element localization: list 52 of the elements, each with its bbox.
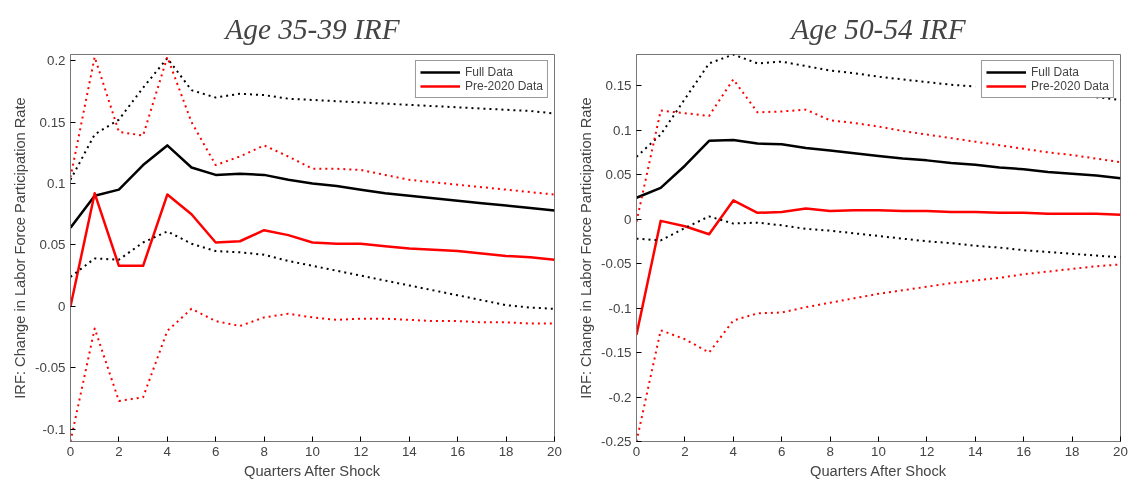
y-tick-label: -0.05	[35, 360, 66, 376]
x-tick-label: 2	[115, 443, 123, 459]
x-axis-title: Quarters After Shock	[244, 462, 381, 479]
line-series	[70, 230, 555, 310]
x-axis-title: Quarters After Shock	[810, 462, 947, 479]
x-tick-label: 4	[729, 443, 738, 459]
y-tick-label: -0.15	[601, 345, 632, 361]
x-tick-label: 6	[211, 443, 220, 459]
y-tick-label: -0.25	[601, 434, 632, 449]
y-tick-label: 0.15	[39, 114, 66, 130]
y-tick-label: -0.1	[42, 421, 66, 437]
y-tick-label: 0	[624, 211, 632, 227]
x-tick-label: 18	[1064, 443, 1080, 459]
x-tick-label: 6	[777, 443, 786, 459]
legend-label: Full Data	[464, 65, 513, 79]
y-tick-label: 0.15	[605, 78, 632, 94]
x-tick-label: 16	[450, 443, 466, 459]
legend-label: Full Data	[1030, 65, 1079, 79]
y-tick-label: 0.1	[612, 122, 632, 138]
y-tick-label: 0.05	[605, 167, 632, 183]
x-tick-label: 2	[681, 443, 689, 459]
y-tick-label: 0.2	[46, 53, 66, 69]
x-tick-label: 8	[260, 443, 268, 459]
line-series	[70, 192, 555, 308]
y-tick-label: 0.05	[39, 237, 66, 253]
line-series	[636, 78, 1121, 223]
y-tick-label: -0.2	[608, 389, 632, 405]
x-tick-label: 12	[353, 443, 369, 459]
x-tick-label: 10	[305, 443, 320, 459]
x-tick-label: 16	[1016, 443, 1032, 459]
y-tick-label: -0.1	[608, 300, 632, 316]
x-tick-label: 20	[1113, 443, 1128, 459]
x-tick-label: 20	[547, 443, 562, 459]
x-tick-label: 4	[163, 443, 172, 459]
x-tick-label: 14	[401, 443, 418, 459]
y-axis-title: IRF: Change in Labor Force Participation Rate	[12, 97, 29, 399]
y-tick-label: -0.05	[601, 256, 632, 272]
legend-label: Pre-2020 Data	[464, 79, 543, 93]
x-tick-label: 10	[871, 443, 886, 459]
x-tick-label: 12	[919, 443, 935, 459]
line-series	[636, 138, 1121, 199]
line-series	[636, 199, 1121, 336]
legend-label: Pre-2020 Data	[1030, 79, 1109, 93]
chart-title: Age 35-39 IRF	[223, 12, 401, 45]
y-tick-label: 0	[58, 298, 66, 314]
x-tick-label: 18	[498, 443, 514, 459]
x-tick-label: 14	[967, 443, 984, 459]
y-tick-label: 0.1	[46, 176, 66, 191]
line-series	[70, 144, 555, 229]
chart-title: Age 50-54 IRF	[789, 12, 967, 45]
x-tick-label: 8	[826, 443, 834, 459]
y-axis-title: IRF: Change in Labor Force Participation Rate	[578, 97, 595, 399]
